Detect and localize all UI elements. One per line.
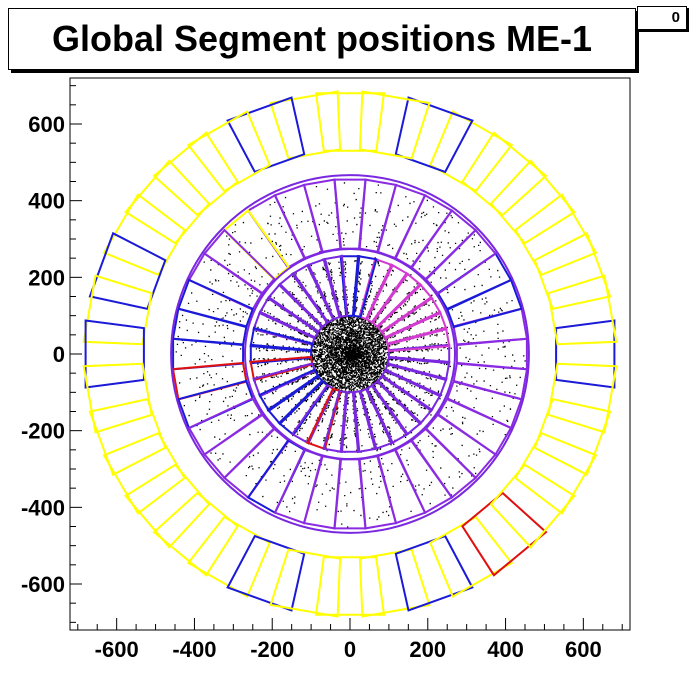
y-tick-label: 600 xyxy=(28,112,65,137)
x-tick-label: 0 xyxy=(344,637,356,662)
title-box: Global Segment positions ME-1 xyxy=(8,8,636,70)
chamber-ME1/3-16 xyxy=(88,231,167,310)
chart-title: Global Segment positions ME-1 xyxy=(51,18,593,59)
chamber-ME1/3-14 xyxy=(124,159,211,245)
chamber-ME1/3-26 xyxy=(269,548,342,618)
chamber-ME1/3-8 xyxy=(358,90,431,160)
chamber-ME1/3-5 xyxy=(461,131,548,217)
chamber-ME1/3-12 xyxy=(186,110,271,193)
chamber-ME1/3-29 xyxy=(394,534,474,612)
chamber-ME1/3-11 xyxy=(226,96,306,174)
x-tick-label: -400 xyxy=(172,637,216,662)
chamber-ME1/3-28 xyxy=(358,548,431,618)
chamber-ME1/3-19 xyxy=(82,362,153,434)
chamber-ME1/3-9 xyxy=(314,92,386,152)
x-tick-label: -200 xyxy=(250,637,294,662)
stat-value: 0 xyxy=(671,9,680,26)
chamber-ME1/2-35 xyxy=(452,361,529,401)
chamber-ME1/3-1 xyxy=(547,274,618,346)
chamber-ME1/3-3 xyxy=(514,193,598,277)
y-tick-label: -400 xyxy=(21,495,65,520)
y-tick-label: -200 xyxy=(21,419,65,444)
chamber-ME1/3-32 xyxy=(489,463,576,549)
chamber-ME1/3-15 xyxy=(102,193,186,277)
ring-circle-0 xyxy=(244,248,456,460)
chamber-ME1/3-22 xyxy=(124,463,211,549)
hit-points-path xyxy=(175,182,526,528)
x-tick-label: 600 xyxy=(565,637,602,662)
y-tick-label: 200 xyxy=(28,265,65,290)
chamber-ME1/3-10 xyxy=(269,90,342,160)
chamber-ME1/3-21 xyxy=(102,431,186,515)
chamber-outlines xyxy=(82,90,618,618)
chamber-ME1/3-34 xyxy=(533,398,612,477)
y-tick-label: 0 xyxy=(53,342,65,367)
x-tick-label: 400 xyxy=(487,637,524,662)
chamber-ME1/3-33 xyxy=(514,431,598,515)
axes: -600 -400 -200 0 200 400 600 600 400 200 0 -200 -400… xyxy=(21,85,623,662)
chamber-ME1/3-13 xyxy=(152,131,239,217)
chamber-ME1/3-25 xyxy=(226,534,306,612)
chamber-ME1/3-2 xyxy=(533,231,612,310)
x-tick-label: 200 xyxy=(409,637,446,662)
chamber-ME1/3-30 xyxy=(429,515,514,598)
chamber-ME1/3-18 xyxy=(84,319,145,389)
chamber-ME1/3-23 xyxy=(152,491,239,577)
stat-box: 0 xyxy=(637,6,687,30)
x-tick-label: -600 xyxy=(95,637,139,662)
chamber-ME1/3-7 xyxy=(394,96,474,174)
chamber-ME1/3-4 xyxy=(489,159,576,245)
ring-circles xyxy=(170,174,530,534)
chamber-ME1/3-6 xyxy=(429,110,514,193)
chamber-ME1/3-31 xyxy=(461,491,548,577)
chamber-ME1/3-0 xyxy=(555,319,616,389)
hit-points xyxy=(175,182,526,528)
chamber-ME1/3-24 xyxy=(186,515,271,598)
chamber-ME1/1-35 xyxy=(386,355,451,382)
chamber-ME1/3-27 xyxy=(314,556,386,616)
chamber-ME1/3-20 xyxy=(88,398,167,477)
chamber-ME1/3-17 xyxy=(82,274,153,346)
y-tick-label: 400 xyxy=(28,189,65,214)
y-tick-label: -600 xyxy=(21,572,65,597)
ring-circle-1 xyxy=(170,174,530,534)
chamber-ME1/3-35 xyxy=(547,362,618,434)
